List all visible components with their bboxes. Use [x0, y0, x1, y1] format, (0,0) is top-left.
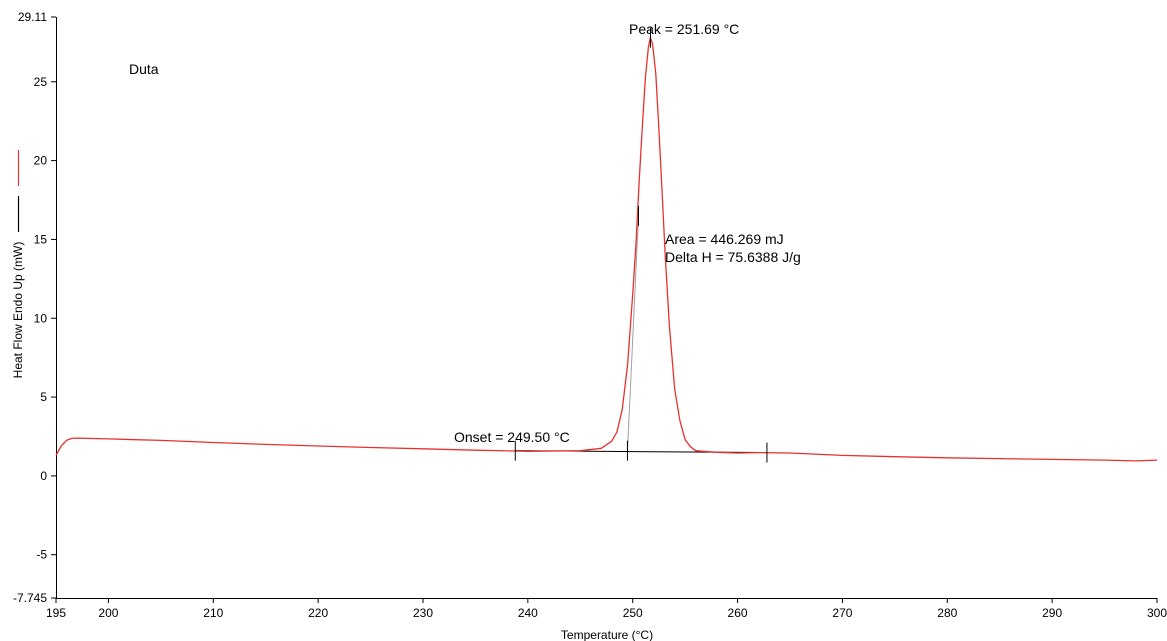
y-tick-label: -7.745: [13, 591, 47, 605]
y-tick-label: 5: [40, 390, 47, 404]
y-tick-label: 25: [34, 75, 48, 89]
x-tick-label: 260: [728, 606, 748, 620]
y-tick-label: 29.11: [18, 10, 47, 24]
x-axis-title: Temperature (°C): [561, 628, 653, 641]
x-ticks: 195 200 210 220 230 240 250 260 270 280 290 300: [46, 598, 1167, 620]
onset-annotation: Onset = 249.50 °C: [454, 429, 570, 445]
peak-annotation: Peak = 251.69 °C: [629, 21, 739, 37]
y-tick-label: 10: [34, 311, 48, 325]
y-tick-label: 20: [34, 154, 48, 168]
y-tick-label: -5: [36, 548, 47, 562]
delta-h-annotation: Delta H = 75.6388 J/g: [665, 249, 801, 265]
heat-flow-curve: [55, 37, 1158, 462]
x-tick-label: 240: [518, 606, 538, 620]
sample-label: Duta: [129, 61, 159, 77]
x-tick-label: 230: [413, 606, 433, 620]
x-tick-label: 200: [98, 606, 118, 620]
x-tick-label: 300: [1147, 606, 1167, 620]
plot-area: [55, 27, 1158, 463]
onset-tangent-line: [626, 215, 639, 451]
area-annotation: Area = 446.269 mJ: [665, 231, 784, 247]
y-ticks: 29.11 25 20 15 10 5 0 -5 -7.745: [13, 10, 56, 605]
y-tick-label: 15: [34, 232, 48, 246]
x-tick-label: 195: [46, 606, 66, 620]
x-tick-label: 280: [937, 606, 957, 620]
x-tick-label: 220: [308, 606, 328, 620]
y-axis-title: Heat Flow Endo Up (mW): [11, 242, 25, 379]
x-tick-label: 250: [623, 606, 643, 620]
x-tick-label: 270: [832, 606, 852, 620]
y-tick-label: 0: [40, 469, 47, 483]
x-tick-label: 290: [1042, 606, 1062, 620]
x-tick-label: 210: [203, 606, 223, 620]
